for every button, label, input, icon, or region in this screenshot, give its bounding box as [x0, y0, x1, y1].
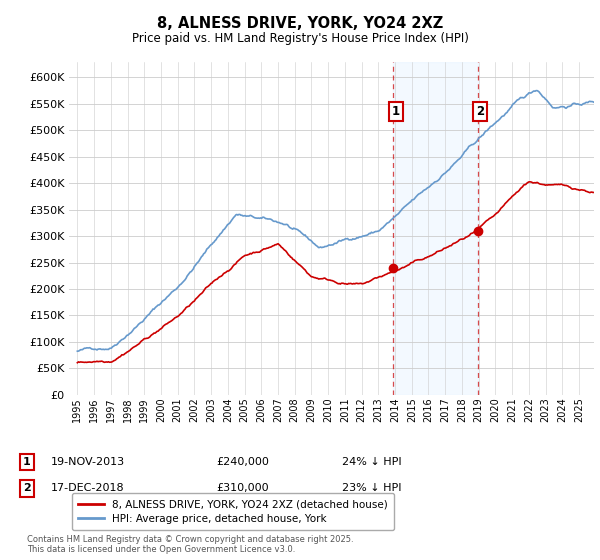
Legend: 8, ALNESS DRIVE, YORK, YO24 2XZ (detached house), HPI: Average price, detached h: 8, ALNESS DRIVE, YORK, YO24 2XZ (detache…	[71, 493, 394, 530]
Text: 23% ↓ HPI: 23% ↓ HPI	[342, 483, 401, 493]
Text: 24% ↓ HPI: 24% ↓ HPI	[342, 457, 401, 467]
Text: Price paid vs. HM Land Registry's House Price Index (HPI): Price paid vs. HM Land Registry's House …	[131, 32, 469, 45]
Text: £240,000: £240,000	[216, 457, 269, 467]
Text: 17-DEC-2018: 17-DEC-2018	[51, 483, 125, 493]
Text: 1: 1	[392, 105, 400, 118]
Text: Contains HM Land Registry data © Crown copyright and database right 2025.
This d: Contains HM Land Registry data © Crown c…	[27, 535, 353, 554]
Bar	[394, 62, 478, 395]
Text: 19-NOV-2013: 19-NOV-2013	[51, 457, 125, 467]
Text: £310,000: £310,000	[216, 483, 269, 493]
Text: 2: 2	[476, 105, 485, 118]
Text: 8, ALNESS DRIVE, YORK, YO24 2XZ: 8, ALNESS DRIVE, YORK, YO24 2XZ	[157, 16, 443, 31]
Text: 1: 1	[23, 457, 31, 467]
Text: 2: 2	[23, 483, 31, 493]
